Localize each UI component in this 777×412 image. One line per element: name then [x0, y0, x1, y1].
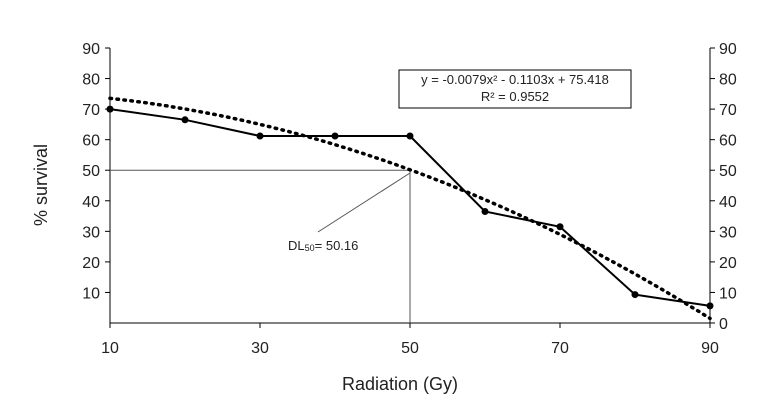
x-tick-label: 90 [701, 340, 719, 357]
y-right-tick-label: 60 [719, 133, 737, 150]
annotation-label: DL50= 50.16 [288, 238, 358, 253]
trendline-equation: y = -0.0079x² - 0.1103x + 75.418 [421, 72, 609, 87]
y-left-tick-label: 10 [82, 285, 100, 302]
y-axis-left-ticks: 10 20 30 40 50 60 70 80 90 [82, 41, 110, 302]
data-point [706, 302, 714, 310]
y-right-tick-label: 20 [719, 255, 737, 272]
data-point [181, 116, 189, 124]
annotation-value: = 50.16 [315, 238, 359, 253]
y-left-tick-label: 80 [82, 72, 100, 89]
y-left-tick-label: 60 [82, 133, 100, 150]
annotation-label-main: DL [288, 238, 305, 253]
y-right-tick-label: 70 [719, 102, 737, 119]
x-tick-label: 30 [251, 340, 269, 357]
annotation-arrow [317, 172, 411, 233]
y-right-tick-label: 30 [719, 224, 737, 241]
y-left-tick-label: 20 [82, 255, 100, 272]
x-tick-label: 50 [401, 340, 419, 357]
data-point [556, 223, 564, 231]
x-tick-label: 10 [101, 340, 119, 357]
annotation-label-subscript: 50 [305, 243, 315, 253]
trendline-polynomial [108, 96, 712, 321]
y-right-tick-label: 80 [719, 72, 737, 89]
x-axis-ticks: 10 30 50 70 90 [101, 323, 719, 357]
y-left-tick-label: 70 [82, 102, 100, 119]
x-tick-label: 70 [551, 340, 569, 357]
data-point [256, 132, 264, 140]
y-right-tick-label: 50 [719, 163, 737, 180]
y-axis-right-ticks: 0 10 20 30 40 50 60 70 80 90 [710, 41, 737, 333]
y-right-tick-label: 0 [719, 316, 728, 333]
data-point [406, 132, 414, 140]
data-point [106, 105, 114, 113]
data-point [331, 132, 339, 140]
y-left-tick-label: 40 [82, 194, 100, 211]
data-point [631, 291, 639, 299]
y-left-tick-label: 50 [82, 163, 100, 180]
equation-box: y = -0.0079x² - 0.1103x + 75.418 R² = 0.… [398, 69, 632, 109]
dl50-reference-lines [110, 169, 411, 323]
y-right-tick-label: 40 [719, 194, 737, 211]
y-right-tick-label: 90 [719, 41, 737, 58]
dl50-annotation: DL50= 50.16 [288, 172, 411, 253]
series-markers [106, 105, 714, 310]
data-point [481, 207, 489, 215]
x-axis-title: Radiation (Gy) [342, 374, 458, 394]
y-axis-title: % survival [31, 144, 51, 226]
y-left-tick-label: 90 [82, 41, 100, 58]
trendline-r-squared: R² = 0.9552 [481, 89, 549, 104]
y-right-tick-label: 10 [719, 285, 737, 302]
y-left-tick-label: 30 [82, 224, 100, 241]
